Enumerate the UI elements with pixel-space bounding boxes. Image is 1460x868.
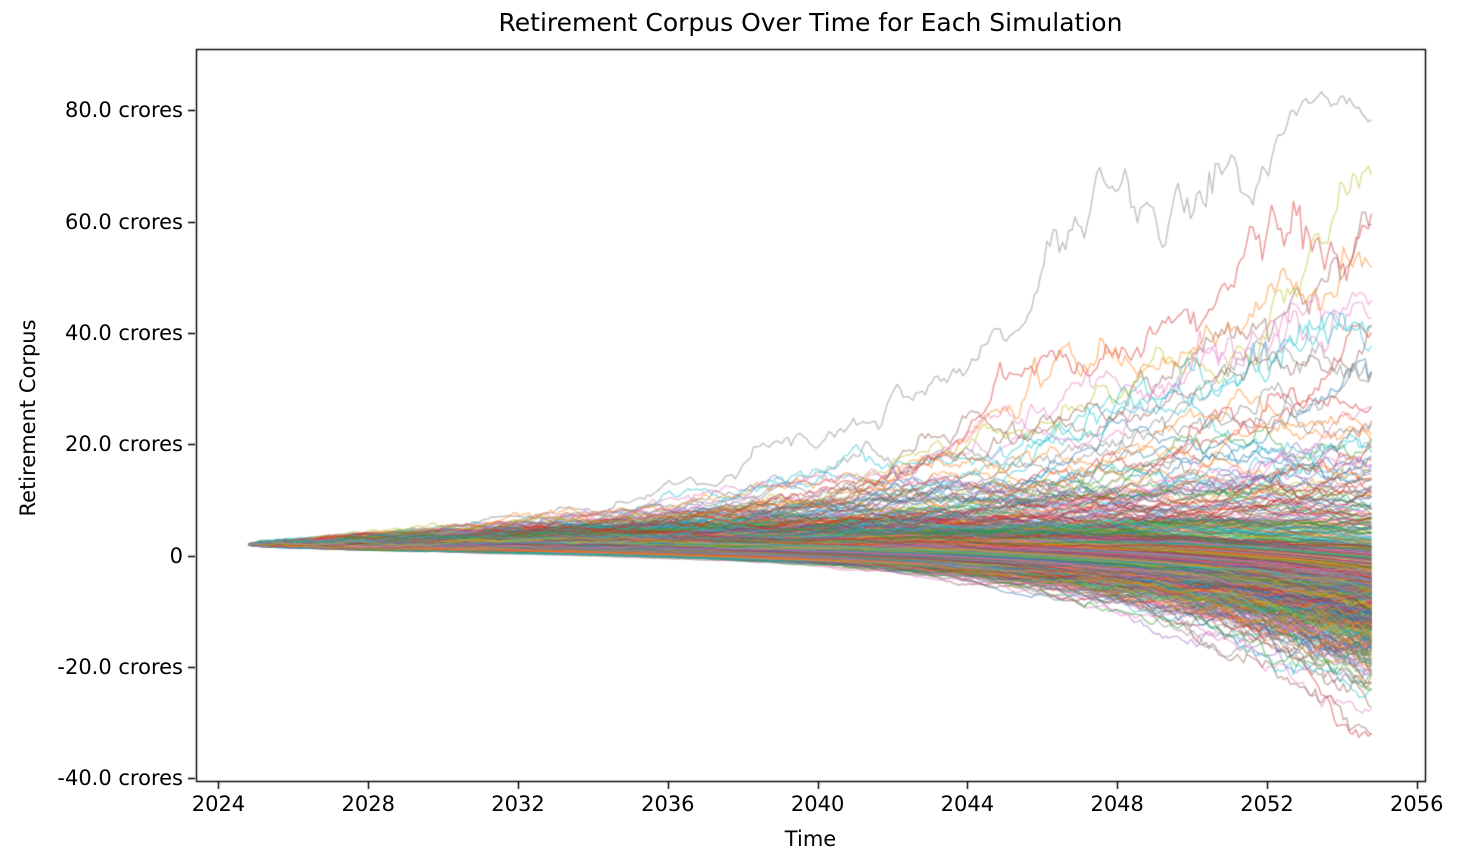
x-tick-label: 2032	[491, 792, 545, 816]
x-axis-label: Time	[784, 827, 837, 851]
x-tick-label: 2028	[341, 792, 395, 816]
x-tick-label: 2040	[790, 792, 845, 816]
y-tick-label: 0	[169, 543, 183, 568]
y-tick-label: -40.0 crores	[57, 766, 183, 791]
y-tick-label: 80.0 crores	[64, 98, 183, 123]
x-tick-label: 2056	[1390, 792, 1444, 816]
x-tick-label: 2052	[1240, 792, 1294, 816]
x-tick-label: 2048	[1090, 792, 1144, 816]
y-tick-label: 40.0 crores	[64, 320, 183, 345]
x-tick-label: 2044	[940, 792, 995, 816]
x-tick-label: 2036	[641, 792, 695, 816]
chart-title: Retirement Corpus Over Time for Each Sim…	[498, 8, 1123, 37]
y-axis-label: Retirement Corpus	[16, 319, 40, 517]
y-tick-label: 20.0 crores	[64, 432, 183, 457]
y-tick-label: -20.0 crores	[57, 654, 183, 679]
x-tick-label: 2024	[191, 792, 246, 816]
y-tick-label: 60.0 crores	[64, 209, 183, 234]
